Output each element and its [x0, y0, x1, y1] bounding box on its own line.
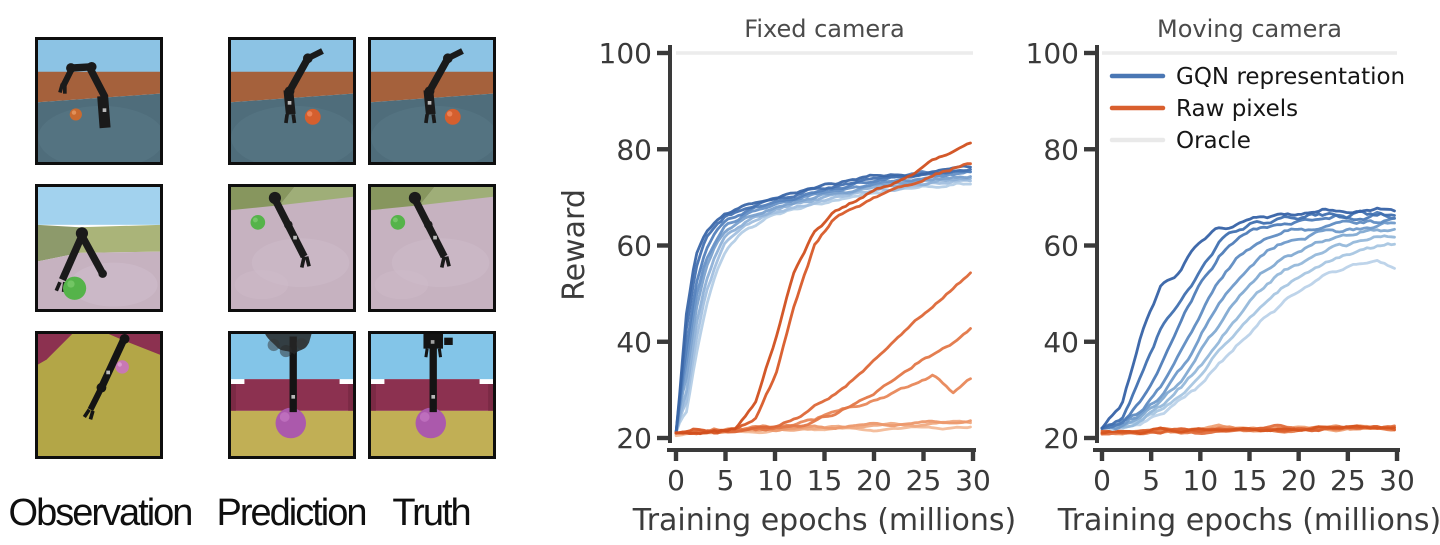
scene-image — [231, 40, 353, 162]
y-tick-label: 100 — [1026, 37, 1079, 70]
x-tick-label: 20 — [1281, 464, 1317, 497]
scene-image — [371, 40, 493, 162]
scene-row3-observation — [35, 331, 163, 459]
y-tick-label: 40 — [616, 326, 652, 359]
gqn-representation-line — [1100, 259, 1396, 431]
scene-row2-prediction — [228, 184, 356, 312]
scene-image — [231, 334, 353, 456]
scene-row2-observation — [35, 184, 163, 312]
legend-label: GQN representation — [1176, 64, 1405, 90]
moving-camera-chart: 0 5 10 15 20 25 30 20 40 60 80 100 Moving camera Trai… — [1026, 15, 1440, 538]
x-tick-label: 5 — [717, 464, 735, 497]
y-axis-label: Reward — [560, 189, 592, 301]
x-axis-label: Training epochs (millions) — [632, 503, 1016, 538]
x-tick-label: 10 — [1183, 464, 1219, 497]
y-tick-label: 20 — [1043, 422, 1079, 455]
x-axis-spine — [1093, 448, 1400, 452]
gqn-representation-line — [1100, 227, 1396, 430]
chart-title: Moving camera — [1157, 15, 1342, 43]
scene-row1-truth — [368, 37, 496, 165]
raw-pixels-line — [674, 271, 972, 436]
scene-image — [38, 187, 160, 309]
gqn-representation-line — [1100, 209, 1396, 430]
gqn-representation-line — [674, 175, 972, 435]
y-tick-label: 80 — [1043, 133, 1079, 166]
y-tick-label: 80 — [616, 133, 652, 166]
x-tick-label: 30 — [1379, 464, 1415, 497]
scene-image — [38, 40, 160, 162]
x-tick-label: 5 — [1142, 464, 1160, 497]
scene-row2-truth — [368, 184, 496, 312]
x-axis-label: Training epochs (millions) — [1057, 503, 1440, 538]
gqn-representation-line — [1100, 234, 1396, 430]
legend-label: Raw pixels — [1176, 96, 1298, 122]
gqn-representation-line — [674, 170, 972, 435]
raw-pixels-line — [1100, 424, 1396, 436]
x-tick-label: 10 — [757, 464, 793, 497]
scene-image — [371, 334, 493, 456]
y-tick-label: 100 — [599, 37, 652, 70]
gqn-representation-line — [1100, 221, 1396, 431]
x-axis-spine — [667, 448, 976, 452]
scene-row3-truth — [368, 331, 496, 459]
y-tick-label: 60 — [616, 230, 652, 263]
y-tick-label: 40 — [1043, 326, 1079, 359]
x-tick-label: 25 — [906, 464, 942, 497]
scene-image — [231, 187, 353, 309]
x-tick-label: 30 — [955, 464, 991, 497]
chart-title: Fixed camera — [744, 15, 904, 43]
caption-truth: Truth — [392, 492, 471, 534]
gqn-representation-line — [1100, 206, 1396, 430]
x-tick-label: 20 — [856, 464, 892, 497]
gqn-representation-line — [1100, 242, 1396, 430]
legend-label: Oracle — [1176, 128, 1251, 154]
y-tick-label: 60 — [1043, 230, 1079, 263]
gqn-representation-line — [674, 169, 972, 435]
gqn-representation-line — [674, 177, 972, 435]
scene-image — [371, 187, 493, 309]
y-tick-label: 20 — [616, 422, 652, 455]
x-tick-label: 15 — [1232, 464, 1268, 497]
gqn-representation-line — [674, 168, 972, 435]
x-tick-label: 0 — [1093, 464, 1111, 497]
raw-pixels-line — [674, 141, 972, 436]
raw-pixels-line — [674, 327, 972, 435]
scene-row1-observation — [35, 37, 163, 165]
scene-row3-prediction — [228, 331, 356, 459]
x-tick-label: 15 — [807, 464, 843, 497]
gqn-representation-line — [1100, 216, 1396, 430]
gqn-representation-line — [674, 164, 972, 435]
x-tick-label: 0 — [667, 464, 685, 497]
x-tick-label: 25 — [1330, 464, 1366, 497]
caption-observation: Observation — [8, 492, 194, 534]
caption-prediction: Prediction — [216, 492, 368, 534]
scene-row1-prediction — [228, 37, 356, 165]
scene-image — [38, 334, 160, 456]
fixed-camera-chart: 0 5 10 15 20 25 30 20 40 60 80 100 Fixed camera Train… — [560, 15, 1016, 538]
